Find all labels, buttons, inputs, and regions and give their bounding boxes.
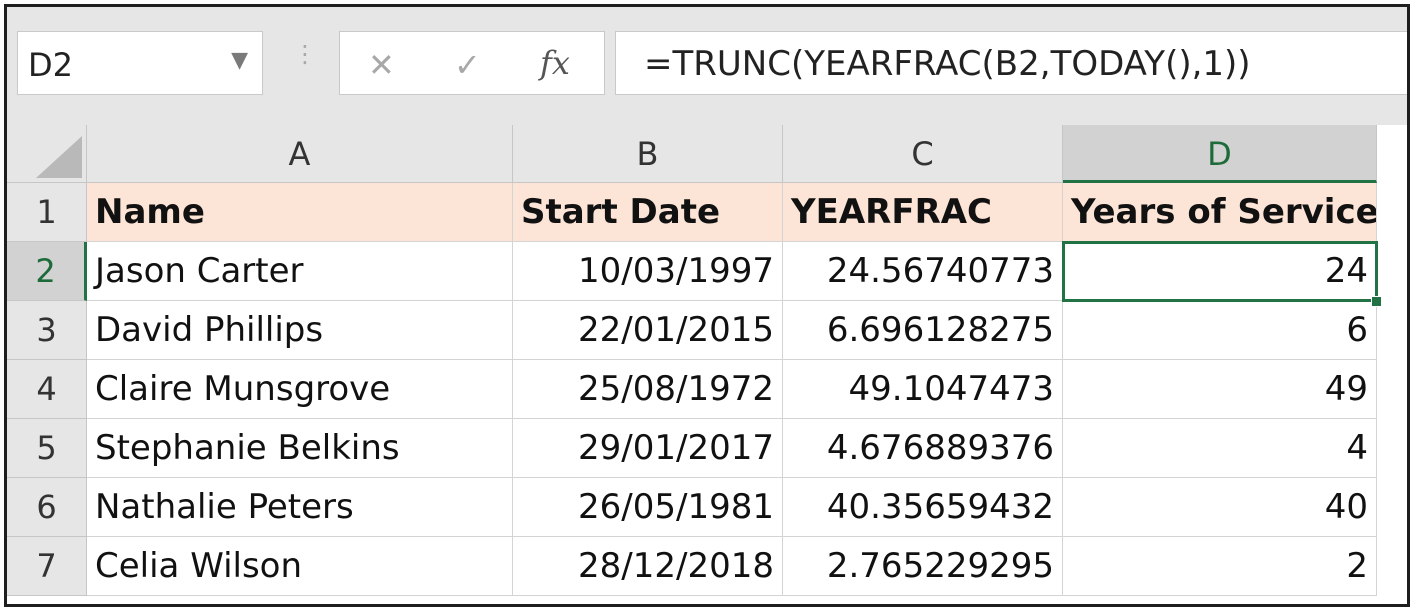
cell-a2[interactable]: Jason Carter [87, 242, 513, 301]
select-all-icon [36, 136, 82, 178]
cell-a7[interactable]: Celia Wilson [87, 537, 513, 596]
cancel-icon[interactable]: ✕ [368, 46, 395, 84]
formula-bar: D2 ▼ ⋮ ✕ ✓ fx =TRUNC(YEARFRAC(B2,TODAY()… [7, 7, 1407, 125]
cell-b6[interactable]: 26/05/1981 [513, 478, 783, 537]
cell-a4[interactable]: Claire Munsgrove [87, 360, 513, 419]
cell-d5[interactable]: 4 [1063, 419, 1377, 478]
formula-buttons: ✕ ✓ fx [339, 31, 605, 95]
drag-handle-icon[interactable]: ⋮ [293, 40, 317, 68]
name-box[interactable]: D2 ▼ [17, 31, 263, 95]
cell-b7[interactable]: 28/12/2018 [513, 537, 783, 596]
row-header-6[interactable]: 6 [7, 478, 87, 537]
spreadsheet-grid: A B C D 1 Name Start Date YEARFRAC Years… [7, 125, 1407, 604]
row-header-5[interactable]: 5 [7, 419, 87, 478]
cell-b5[interactable]: 29/01/2017 [513, 419, 783, 478]
select-all-button[interactable] [7, 125, 87, 183]
cell-a6[interactable]: Nathalie Peters [87, 478, 513, 537]
cell-d2[interactable]: 24 [1062, 241, 1378, 302]
cell-c6[interactable]: 40.35659432 [783, 478, 1063, 537]
insert-function-icon[interactable]: fx [540, 44, 570, 82]
name-box-value: D2 [28, 46, 73, 84]
column-header-b[interactable]: B [513, 125, 783, 183]
cell-b1[interactable]: Start Date [513, 183, 783, 242]
cell-a5[interactable]: Stephanie Belkins [87, 419, 513, 478]
checkmark-icon[interactable]: ✓ [454, 46, 481, 84]
cell-a3[interactable]: David Phillips [87, 301, 513, 360]
cell-b2[interactable]: 10/03/1997 [513, 242, 783, 301]
fill-handle[interactable] [1371, 296, 1382, 307]
row-header-7[interactable]: 7 [7, 537, 87, 596]
row-header-2[interactable]: 2 [7, 242, 87, 301]
formula-text: =TRUNC(YEARFRAC(B2,TODAY(),1)) [644, 44, 1251, 84]
column-header-c[interactable]: C [783, 125, 1063, 183]
cell-d4[interactable]: 49 [1063, 360, 1377, 419]
cell-c2[interactable]: 24.56740773 [783, 242, 1063, 301]
row-header-4[interactable]: 4 [7, 360, 87, 419]
excel-window: D2 ▼ ⋮ ✕ ✓ fx =TRUNC(YEARFRAC(B2,TODAY()… [4, 4, 1410, 607]
cell-d7[interactable]: 2 [1063, 537, 1377, 596]
formula-input[interactable]: =TRUNC(YEARFRAC(B2,TODAY(),1)) [615, 31, 1407, 95]
cell-c3[interactable]: 6.696128275 [783, 301, 1063, 360]
cell-d6[interactable]: 40 [1063, 478, 1377, 537]
cell-a1[interactable]: Name [87, 183, 513, 242]
chevron-down-icon[interactable]: ▼ [231, 48, 248, 73]
cell-d3[interactable]: 6 [1063, 301, 1377, 360]
row-header-1[interactable]: 1 [7, 183, 87, 242]
cell-c7[interactable]: 2.765229295 [783, 537, 1063, 596]
cell-c1[interactable]: YEARFRAC [783, 183, 1063, 242]
column-header-d[interactable]: D [1063, 125, 1377, 183]
cell-b4[interactable]: 25/08/1972 [513, 360, 783, 419]
cell-c5[interactable]: 4.676889376 [783, 419, 1063, 478]
cell-b3[interactable]: 22/01/2015 [513, 301, 783, 360]
row-header-3[interactable]: 3 [7, 301, 87, 360]
cell-d1[interactable]: Years of Service [1063, 183, 1377, 242]
cell-c4[interactable]: 49.1047473 [783, 360, 1063, 419]
column-header-a[interactable]: A [87, 125, 513, 183]
